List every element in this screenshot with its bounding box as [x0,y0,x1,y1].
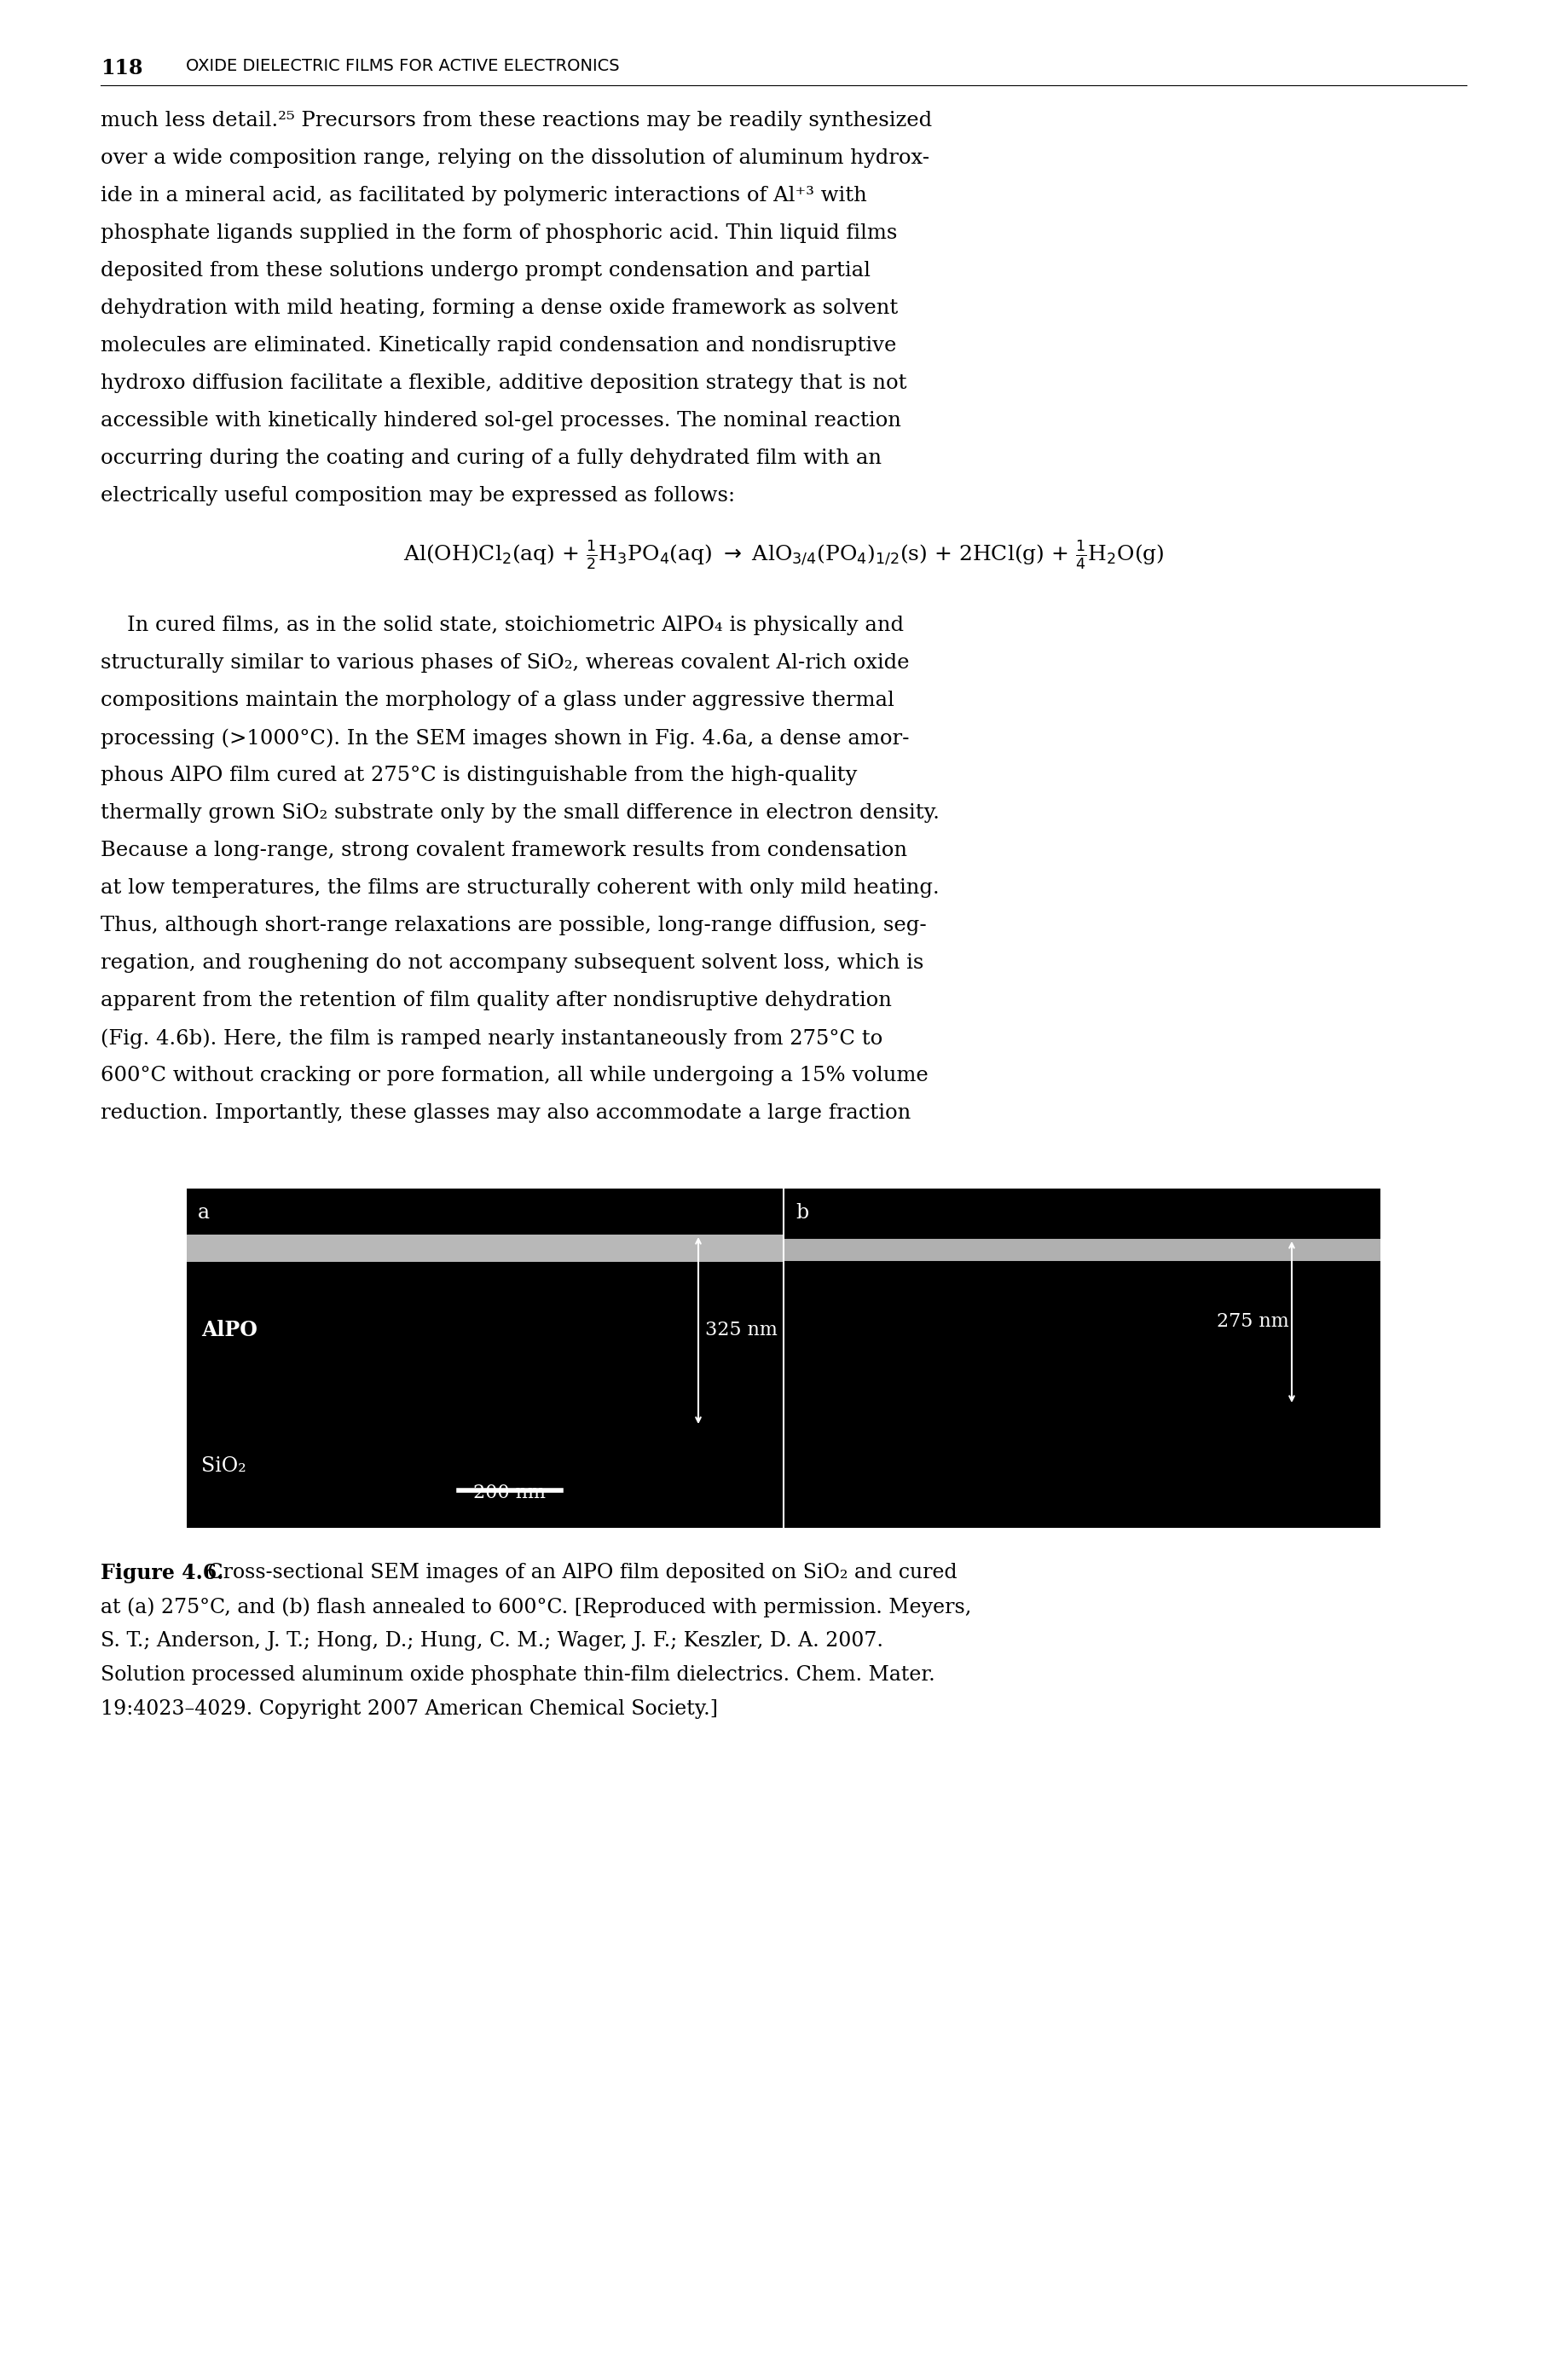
Text: at low temperatures, the films are structurally coherent with only mild heating.: at low temperatures, the films are struc… [100,878,939,897]
Text: over a wide composition range, relying on the dissolution of aluminum hydrox-: over a wide composition range, relying o… [100,149,930,168]
Text: In cured films, as in the solid state, stoichiometric AlPO₄ is physically and: In cured films, as in the solid state, s… [100,615,903,634]
Text: Because a long-range, strong covalent framework results from condensation: Because a long-range, strong covalent fr… [100,840,908,861]
Text: Figure 4.6.: Figure 4.6. [100,1564,224,1583]
Text: AlPO: AlPO [201,1320,257,1339]
Text: apparent from the retention of film quality after nondisruptive dehydration: apparent from the retention of film qual… [100,991,892,1010]
Text: much less detail.²⁵ Precursors from these reactions may be readily synthesized: much less detail.²⁵ Precursors from thes… [100,111,931,130]
Text: phosphate ligands supplied in the form of phosphoric acid. Thin liquid films: phosphate ligands supplied in the form o… [100,222,897,244]
Text: Al(OH)Cl$_2$(aq) + $\frac{1}{2}$H$_3$PO$_4$(aq) $\rightarrow$ AlO$_{3/4}$(PO$_4$: Al(OH)Cl$_2$(aq) + $\frac{1}{2}$H$_3$PO$… [403,539,1163,570]
Text: electrically useful composition may be expressed as follows:: electrically useful composition may be e… [100,485,735,506]
Text: 118: 118 [100,59,143,78]
Text: dehydration with mild heating, forming a dense oxide framework as solvent: dehydration with mild heating, forming a… [100,298,898,317]
Text: molecules are eliminated. Kinetically rapid condensation and nondisruptive: molecules are eliminated. Kinetically ra… [100,336,897,355]
Text: regation, and roughening do not accompany subsequent solvent loss, which is: regation, and roughening do not accompan… [100,953,924,972]
Text: S. T.; Anderson, J. T.; Hong, D.; Hung, C. M.; Wager, J. F.; Keszler, D. A. 2007: S. T.; Anderson, J. T.; Hong, D.; Hung, … [100,1630,883,1651]
Bar [187,1235,782,1261]
Text: Cross-sectional SEM images of an AlPO film deposited on SiO₂ and cured: Cross-sectional SEM images of an AlPO fi… [201,1564,956,1583]
Text: a: a [198,1202,210,1223]
Text: reduction. Importantly, these glasses may also accommodate a large fraction: reduction. Importantly, these glasses ma… [100,1103,911,1124]
Text: processing (>1000°C). In the SEM images shown in Fig. 4.6a, a dense amor-: processing (>1000°C). In the SEM images … [100,729,909,748]
Text: deposited from these solutions undergo prompt condensation and partial: deposited from these solutions undergo p… [100,260,870,282]
Text: accessible with kinetically hindered sol-gel processes. The nominal reaction: accessible with kinetically hindered sol… [100,412,902,431]
Text: phous AlPO film cured at 275°C is distinguishable from the high-quality: phous AlPO film cured at 275°C is distin… [100,767,858,786]
Text: thermally grown SiO₂ substrate only by the small difference in electron density.: thermally grown SiO₂ substrate only by t… [100,802,939,823]
Bar [187,1188,1381,1528]
Bar [784,1240,1380,1261]
Text: 19:4023–4029. Copyright 2007 American Chemical Society.]: 19:4023–4029. Copyright 2007 American Ch… [100,1699,718,1718]
Text: 325 nm: 325 nm [706,1320,778,1339]
Text: 275 nm: 275 nm [1217,1313,1289,1332]
Text: at (a) 275°C, and (b) flash annealed to 600°C. [Reproduced with permission. Meye: at (a) 275°C, and (b) flash annealed to … [100,1597,972,1616]
Text: OXIDE DIELECTRIC FILMS FOR ACTIVE ELECTRONICS: OXIDE DIELECTRIC FILMS FOR ACTIVE ELECTR… [187,59,619,73]
Text: Solution processed aluminum oxide phosphate thin-film dielectrics. Chem. Mater.: Solution processed aluminum oxide phosph… [100,1666,935,1685]
Text: Thus, although short-range relaxations are possible, long-range diffusion, seg-: Thus, although short-range relaxations a… [100,916,927,935]
Text: b: b [795,1202,809,1223]
Text: SiO₂: SiO₂ [201,1455,246,1476]
Text: 600°C without cracking or pore formation, all while undergoing a 15% volume: 600°C without cracking or pore formation… [100,1065,928,1086]
Text: ide in a mineral acid, as facilitated by polymeric interactions of Al⁺³ with: ide in a mineral acid, as facilitated by… [100,187,867,206]
Text: 200 nm: 200 nm [474,1483,546,1502]
Text: (Fig. 4.6b). Here, the film is ramped nearly instantaneously from 275°C to: (Fig. 4.6b). Here, the film is ramped ne… [100,1029,883,1048]
Text: occurring during the coating and curing of a fully dehydrated film with an: occurring during the coating and curing … [100,450,881,468]
Text: hydroxo diffusion facilitate a flexible, additive deposition strategy that is no: hydroxo diffusion facilitate a flexible,… [100,374,906,393]
Text: structurally similar to various phases of SiO₂, whereas covalent Al-rich oxide: structurally similar to various phases o… [100,653,909,672]
Text: compositions maintain the morphology of a glass under aggressive thermal: compositions maintain the morphology of … [100,691,894,710]
